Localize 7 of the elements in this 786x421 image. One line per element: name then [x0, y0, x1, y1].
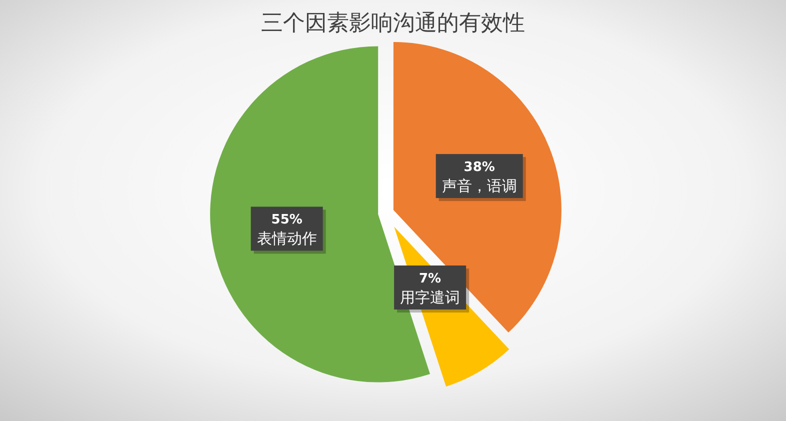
data-label: 7%: [419, 272, 442, 287]
slice-label: 声音，语调: [442, 177, 517, 196]
slice-label: 表情动作: [256, 230, 317, 248]
data-label: 38%: [464, 160, 495, 176]
slice-label: 用字遣词: [400, 288, 460, 307]
data-label: 55%: [271, 212, 302, 228]
chart-title: 三个因素影响沟通的有效性: [261, 11, 525, 36]
